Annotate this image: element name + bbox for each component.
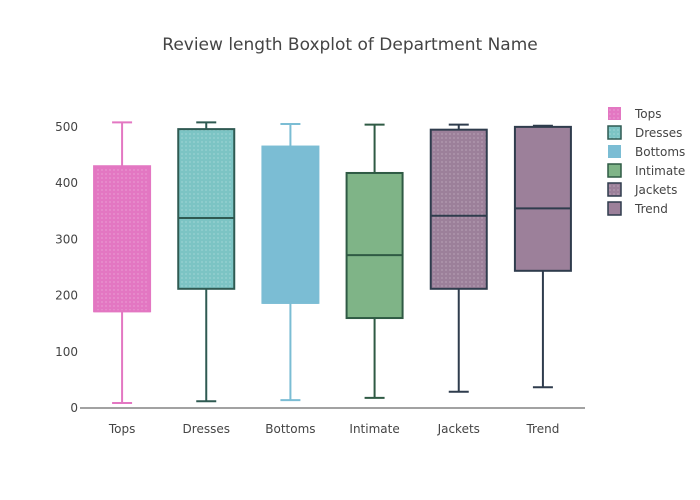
x-tick-label: Tops [108,422,136,436]
y-tick-label: 300 [55,232,78,246]
legend-label: Bottoms [635,145,685,159]
legend-label: Tops [634,107,662,121]
box-trend [513,124,572,389]
legend-label: Dresses [635,126,682,140]
legend-item-tops[interactable]: Tops [608,107,662,121]
y-tick-label: 200 [55,289,78,303]
iqr-box [429,128,488,290]
iqr-box [93,165,152,313]
legend-item-trend[interactable]: Trend [607,201,668,216]
iqr-box [177,128,236,290]
box-dresses [177,121,236,403]
y-tick-label: 500 [55,120,78,134]
x-tick-label: Trend [525,422,559,436]
legend-label: Jackets [634,183,677,197]
box-bottoms [261,123,320,402]
legend-item-dresses[interactable]: Dresses [607,125,682,140]
y-tick-label: 400 [55,176,78,190]
legend-swatch [607,163,622,178]
legend-swatch [608,145,621,158]
x-tick-label: Dresses [183,422,230,436]
legend-swatch [607,201,622,216]
iqr-box [345,171,404,320]
x-tick-label: Intimate [349,422,399,436]
legend-label: Trend [634,202,668,216]
iqr-box [261,145,320,304]
x-tick-label: Jackets [437,422,480,436]
y-tick-label: 0 [70,401,78,415]
legend-label: Intimate [635,164,685,178]
y-tick-label: 100 [55,345,78,359]
legend-item-jackets[interactable]: Jackets [607,182,677,197]
legend-item-bottoms[interactable]: Bottoms [608,145,685,159]
legend-swatch [608,107,621,120]
legend-swatch [607,182,622,197]
chart-title: Review length Boxplot of Department Name [162,35,537,55]
box-tops [93,121,152,404]
legend-swatch [607,125,622,140]
box-intimate [345,123,404,399]
legend-item-intimate[interactable]: Intimate [607,163,685,178]
x-tick-label: Bottoms [265,422,315,436]
box-jackets [429,123,488,393]
iqr-box [513,125,572,272]
